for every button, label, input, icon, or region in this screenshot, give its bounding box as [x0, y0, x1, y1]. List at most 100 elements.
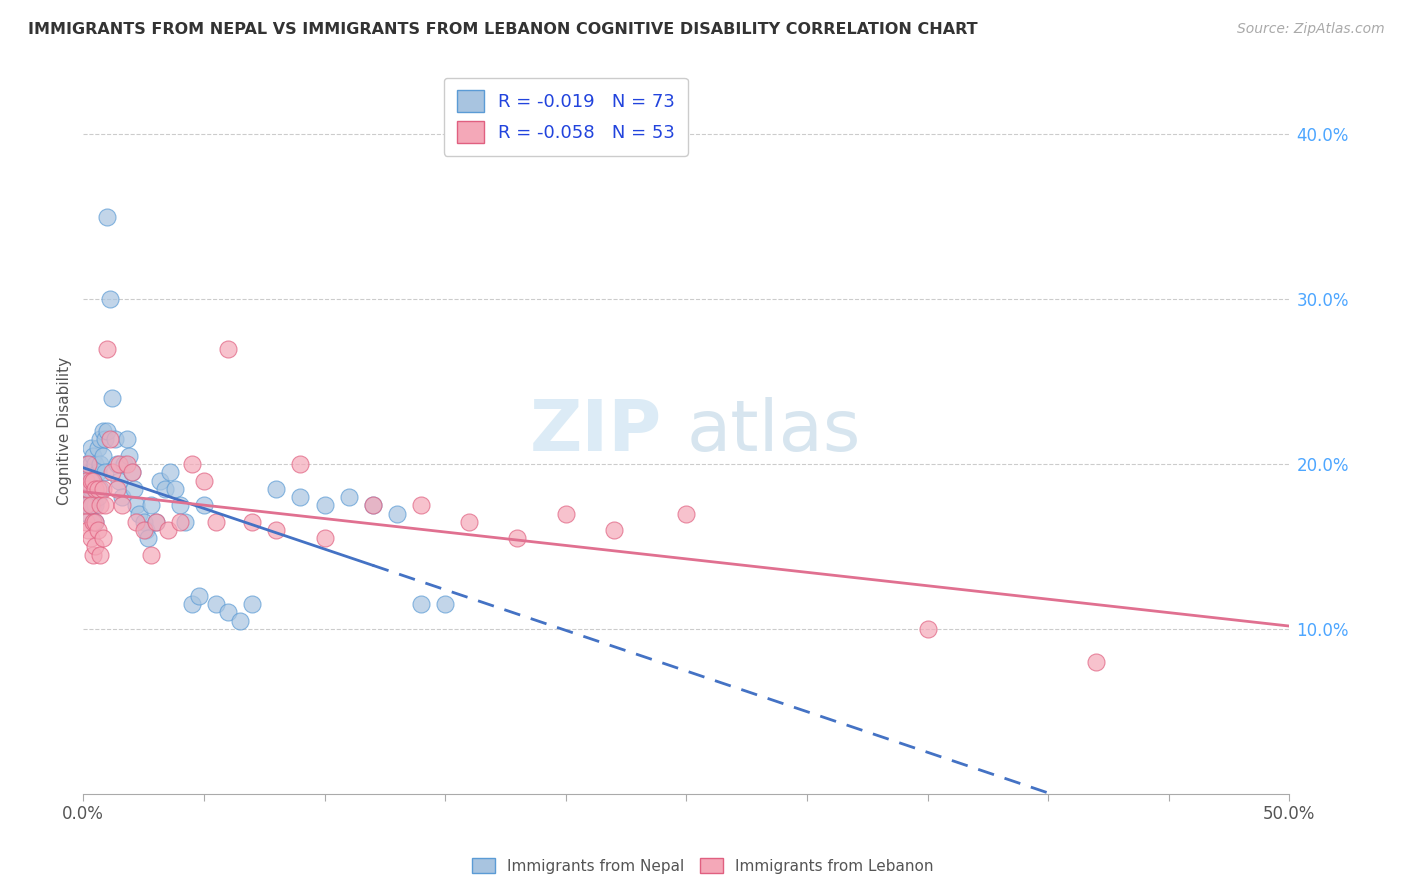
Point	[75, 498, 97, 512]
Point	[180, 597, 202, 611]
Point	[84, 457, 107, 471]
Point	[125, 498, 148, 512]
Point	[188, 589, 211, 603]
Text: atlas: atlas	[686, 397, 860, 466]
Point	[84, 515, 107, 529]
Text: Source: ZipAtlas.com: Source: ZipAtlas.com	[1237, 22, 1385, 37]
Point	[91, 424, 114, 438]
Point	[75, 474, 97, 488]
Point	[434, 597, 457, 611]
Legend: Immigrants from Nepal, Immigrants from Lebanon: Immigrants from Nepal, Immigrants from L…	[467, 852, 939, 880]
Point	[193, 498, 215, 512]
Point	[91, 449, 114, 463]
Point	[361, 498, 384, 512]
Point	[98, 292, 121, 306]
Point	[105, 457, 128, 471]
Point	[290, 457, 312, 471]
Point	[77, 465, 100, 479]
Point	[173, 515, 195, 529]
Point	[77, 482, 100, 496]
Point	[240, 597, 263, 611]
Point	[79, 482, 101, 496]
Point	[180, 457, 202, 471]
Point	[361, 498, 384, 512]
Point	[145, 515, 167, 529]
Point	[94, 498, 117, 512]
Point	[82, 515, 104, 529]
Point	[128, 507, 150, 521]
Point	[84, 498, 107, 512]
Point	[89, 498, 111, 512]
Point	[104, 433, 127, 447]
Point	[101, 391, 124, 405]
Point	[139, 548, 162, 562]
Point	[84, 482, 107, 496]
Point	[125, 515, 148, 529]
Point	[82, 498, 104, 512]
Point	[169, 498, 191, 512]
Point	[506, 531, 529, 545]
Y-axis label: Cognitive Disability: Cognitive Disability	[58, 357, 72, 505]
Point	[229, 614, 252, 628]
Point	[79, 474, 101, 488]
Point	[121, 465, 143, 479]
Point	[75, 474, 97, 488]
Point	[112, 457, 135, 471]
Point	[84, 482, 107, 496]
Point	[77, 482, 100, 496]
Point	[75, 457, 97, 471]
Point	[603, 523, 626, 537]
Point	[87, 465, 110, 479]
Point	[159, 465, 181, 479]
Point	[87, 482, 110, 496]
Point	[79, 498, 101, 512]
Point	[314, 531, 336, 545]
Point	[94, 465, 117, 479]
Point	[240, 515, 263, 529]
Point	[79, 465, 101, 479]
Point	[91, 482, 114, 496]
Point	[108, 474, 131, 488]
Point	[77, 523, 100, 537]
Point	[89, 548, 111, 562]
Point	[111, 498, 134, 512]
Point	[84, 515, 107, 529]
Point	[79, 531, 101, 545]
Point	[82, 515, 104, 529]
Point	[111, 490, 134, 504]
Point	[89, 457, 111, 471]
Point	[205, 515, 228, 529]
Point	[217, 606, 239, 620]
Point	[458, 515, 481, 529]
Point	[75, 465, 97, 479]
Point	[77, 498, 100, 512]
Point	[290, 490, 312, 504]
Point	[82, 449, 104, 463]
Point	[135, 523, 157, 537]
Point	[105, 482, 128, 496]
Point	[87, 490, 110, 504]
Point	[409, 498, 432, 512]
Point	[554, 507, 576, 521]
Point	[79, 498, 101, 512]
Point	[122, 482, 145, 496]
Point	[91, 531, 114, 545]
Point	[82, 474, 104, 488]
Point	[96, 342, 118, 356]
Point	[108, 457, 131, 471]
Point	[98, 433, 121, 447]
Point	[75, 482, 97, 496]
Point	[101, 465, 124, 479]
Point	[917, 622, 939, 636]
Point	[77, 457, 100, 471]
Point	[156, 523, 179, 537]
Point	[87, 523, 110, 537]
Point	[138, 531, 160, 545]
Point	[77, 490, 100, 504]
Legend: R = -0.019   N = 73, R = -0.058   N = 53: R = -0.019 N = 73, R = -0.058 N = 53	[444, 78, 688, 156]
Point	[84, 540, 107, 554]
Point	[385, 507, 408, 521]
Point	[1085, 655, 1108, 669]
Point	[79, 457, 101, 471]
Point	[149, 474, 172, 488]
